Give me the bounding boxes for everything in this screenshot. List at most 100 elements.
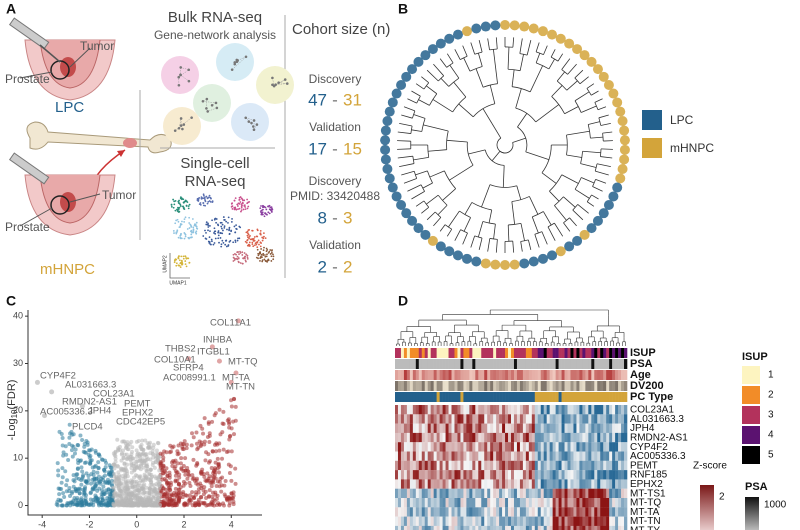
tree-branch xyxy=(507,47,510,70)
heat-cell xyxy=(412,432,417,443)
heat-cell xyxy=(534,470,539,480)
umap-cell xyxy=(269,253,272,255)
heat-cell xyxy=(463,460,467,471)
heat-cell xyxy=(513,451,518,461)
gene-point xyxy=(55,461,60,466)
heat-cell xyxy=(457,405,461,415)
heat-cell xyxy=(493,405,497,415)
heat-cell xyxy=(570,460,574,471)
heat-cell xyxy=(403,479,408,489)
gene-point xyxy=(153,498,158,503)
heat-cell xyxy=(585,432,589,443)
heat-cell xyxy=(430,525,434,530)
annotation-cell xyxy=(546,392,550,402)
heat-cell xyxy=(478,516,482,526)
heat-cell xyxy=(445,460,449,471)
heat-cell xyxy=(395,516,399,526)
heat-cell xyxy=(448,432,452,443)
heat-cell xyxy=(448,525,452,530)
heat-cell xyxy=(457,423,461,433)
heat-cell xyxy=(460,423,464,433)
gene-point xyxy=(94,476,99,481)
sc-title: RNA-seq xyxy=(185,173,246,190)
heat-cell xyxy=(522,479,527,489)
umap-cell xyxy=(232,241,235,244)
heat-cell xyxy=(472,423,476,433)
tree-arc xyxy=(586,194,592,202)
panel-label: C xyxy=(6,293,16,309)
umap-cell xyxy=(182,255,185,258)
umap-cell xyxy=(180,237,183,240)
heat-cell xyxy=(561,516,565,526)
gene-point xyxy=(153,503,158,508)
annotation-cell xyxy=(555,370,559,380)
network-node xyxy=(179,73,182,77)
heat-cell xyxy=(481,516,485,526)
heat-cell xyxy=(543,525,547,530)
heat-cell xyxy=(421,470,426,480)
gene-point xyxy=(213,476,218,481)
gene-point xyxy=(220,456,225,461)
annotation-cell xyxy=(573,392,577,402)
heat-cell xyxy=(582,488,586,499)
tree-branch xyxy=(595,170,609,176)
heat-cell xyxy=(540,405,545,415)
heat-cell xyxy=(600,414,604,424)
gene-label: COL11A1 xyxy=(210,318,251,329)
heat-cell xyxy=(558,442,562,452)
heat-cell xyxy=(561,525,565,530)
gene-point xyxy=(106,499,111,504)
gene-point xyxy=(232,432,237,437)
annotation-cell xyxy=(475,381,479,391)
annotation-cell xyxy=(496,381,500,391)
heat-cell xyxy=(395,414,399,424)
heat-cell xyxy=(496,516,500,526)
annotation-cell xyxy=(576,348,580,358)
tree-arc xyxy=(474,51,483,55)
heat-cell xyxy=(490,423,494,433)
heat-cell xyxy=(552,451,556,461)
tree-branch xyxy=(574,91,590,102)
heat-cell xyxy=(588,525,592,530)
heat-cell xyxy=(522,414,527,424)
sample-dot xyxy=(619,125,630,136)
gene-point xyxy=(135,494,140,499)
gene-point xyxy=(193,490,198,495)
heat-cell xyxy=(576,525,580,530)
umap-cell xyxy=(272,253,274,256)
tree-branch xyxy=(572,209,584,221)
heat-cell xyxy=(621,414,625,424)
heat-cell xyxy=(403,470,408,480)
heat-cell xyxy=(558,451,562,461)
gene-point xyxy=(134,465,139,470)
annotation-cell xyxy=(427,370,431,380)
heat-cell xyxy=(576,423,580,433)
gene-point xyxy=(210,479,215,484)
heat-cell xyxy=(454,498,458,508)
network-node xyxy=(252,128,256,131)
umap-cell xyxy=(191,236,193,239)
heat-cell xyxy=(537,507,542,517)
heat-cell xyxy=(436,525,440,530)
annotation-cell xyxy=(516,370,521,380)
heat-cell xyxy=(427,432,431,443)
heat-cell xyxy=(463,516,467,526)
heat-cell xyxy=(603,414,607,424)
gene-point xyxy=(161,455,166,460)
heat-cell xyxy=(534,525,539,530)
network-node xyxy=(179,117,183,120)
tree-branch xyxy=(415,170,428,176)
heat-cell xyxy=(395,423,399,433)
annotation-cell xyxy=(555,392,559,402)
umap-cell xyxy=(205,238,208,240)
heat-cell xyxy=(567,414,571,424)
tree-branch xyxy=(561,174,579,184)
umap-cell xyxy=(196,227,199,230)
umap-cell xyxy=(228,233,231,235)
gene-point xyxy=(174,501,179,506)
gene-point xyxy=(153,459,158,464)
heat-cell xyxy=(460,479,464,489)
umap-cell xyxy=(178,226,181,229)
annotation-cell xyxy=(478,381,482,391)
umap-cell xyxy=(218,241,220,244)
